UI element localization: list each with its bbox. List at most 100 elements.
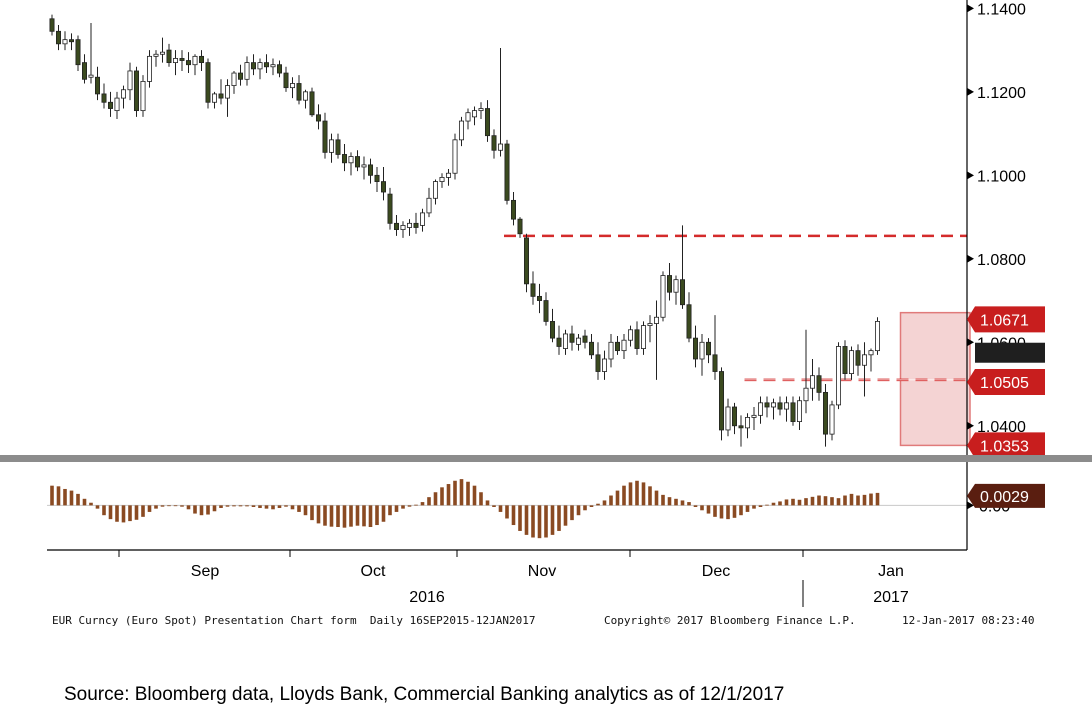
candle-down xyxy=(667,275,673,293)
candle-up xyxy=(458,120,464,141)
candle-down xyxy=(309,91,315,116)
oscillator-bar xyxy=(635,480,639,506)
oscillator-bar xyxy=(778,501,782,506)
last-price-badge xyxy=(975,342,1045,363)
oscillator-bar xyxy=(251,505,256,507)
oscillator-bar xyxy=(693,505,698,507)
price-tick-arrow xyxy=(967,421,974,430)
oscillator-bar xyxy=(765,504,769,506)
oscillator-bar xyxy=(69,490,74,506)
oscillator-bar xyxy=(459,479,464,506)
oscillator-bar xyxy=(771,502,776,506)
oscillator-bar xyxy=(479,492,483,506)
candle-down xyxy=(589,341,595,356)
candle-up xyxy=(771,402,777,408)
candle-up xyxy=(602,358,608,372)
candle-up xyxy=(862,354,868,366)
oscillator-bar xyxy=(602,500,607,506)
month-label: Nov xyxy=(528,563,556,580)
candle-down xyxy=(179,58,185,61)
candle-up xyxy=(725,406,731,431)
oscillator-bar xyxy=(550,505,555,535)
oscillator-bar xyxy=(804,498,808,506)
candle-down xyxy=(595,354,601,372)
oscillator-bar xyxy=(89,502,93,506)
candle-up xyxy=(836,346,842,406)
candle-up xyxy=(660,275,666,318)
candle-down xyxy=(263,62,269,68)
oscillator-panel: 0.00 0.0029 xyxy=(47,462,1045,550)
candle-down xyxy=(719,371,725,431)
candle-up xyxy=(231,72,237,86)
candle-down xyxy=(712,354,718,372)
oscillator-bar xyxy=(628,482,633,506)
candle-down xyxy=(732,406,738,427)
candle-down xyxy=(543,300,549,322)
candle-up xyxy=(758,402,764,416)
oscillator-bar xyxy=(752,505,756,509)
candle-up xyxy=(563,333,569,349)
candle-down xyxy=(387,193,393,224)
oscillator-bar xyxy=(362,505,366,527)
candle-down xyxy=(108,101,114,109)
oscillator-bar xyxy=(485,500,490,506)
oscillator-flag xyxy=(967,483,1045,508)
last-price-flag xyxy=(967,306,1045,333)
bloomberg-footer: EUR Curncy (Euro Spot) Presentation Char… xyxy=(52,614,1034,627)
month-label: Sep xyxy=(191,563,220,580)
oscillator-bar xyxy=(193,505,197,514)
oscillator-bar xyxy=(95,505,100,509)
price-tick-label: 1.1400 xyxy=(977,1,1026,18)
oscillator-bar xyxy=(706,505,711,514)
oscillator-bar xyxy=(511,505,516,526)
oscillator-bar xyxy=(810,496,815,506)
oscillator-bar xyxy=(505,505,509,519)
oscillator-bar xyxy=(680,500,685,506)
oscillator-bar xyxy=(472,485,477,506)
candle-down xyxy=(95,76,101,95)
oscillator-bar xyxy=(323,505,327,526)
candle-up xyxy=(348,156,354,164)
candle-down xyxy=(276,64,282,74)
candle-up xyxy=(419,212,425,226)
oscillator-bar xyxy=(557,505,561,531)
oscillator-bar xyxy=(258,505,262,508)
oscillator-bar xyxy=(82,498,87,506)
candle-down xyxy=(582,335,588,343)
candle-up xyxy=(244,62,250,80)
oscillator-bar xyxy=(271,505,275,510)
oscillator-bar xyxy=(700,505,704,511)
oscillator-bar xyxy=(667,497,672,506)
price-tick-arrow xyxy=(967,171,974,180)
candle-up xyxy=(140,80,146,112)
oscillator-bar xyxy=(446,484,451,506)
oscillator-bar xyxy=(453,480,457,506)
candle-down xyxy=(524,237,530,285)
oscillator-bar xyxy=(56,486,61,506)
candle-up xyxy=(810,375,816,389)
candle-up xyxy=(641,325,647,349)
oscillator-bar xyxy=(609,495,613,506)
oscillator-bar xyxy=(121,505,126,523)
oscillator-bar xyxy=(199,505,204,516)
oscillator-bar xyxy=(225,505,230,507)
oscillator-bar xyxy=(349,505,353,527)
candle-up xyxy=(803,387,809,402)
oscillator-bar xyxy=(128,505,132,522)
candle-up xyxy=(654,316,660,324)
oscillator-bar xyxy=(843,495,847,506)
candle-up xyxy=(875,321,881,352)
oscillator-bar xyxy=(531,505,535,538)
oscillator-bar xyxy=(381,505,386,522)
candle-up xyxy=(432,181,438,199)
oscillator-bar xyxy=(654,490,659,506)
candle-down xyxy=(537,295,543,301)
oscillator-bar xyxy=(180,505,184,507)
candle-down xyxy=(393,222,399,230)
footer-left: EUR Curncy (Euro Spot) Presentation Char… xyxy=(52,614,536,627)
oscillator-bar xyxy=(368,505,373,528)
candle-down xyxy=(367,164,373,176)
oscillator-bar xyxy=(141,505,145,517)
oscillator-bar xyxy=(303,505,308,516)
